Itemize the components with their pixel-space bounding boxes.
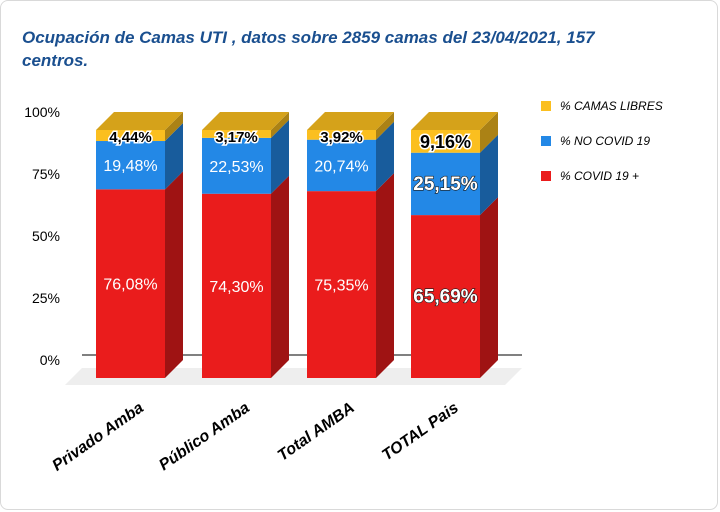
legend-label: % COVID 19 + xyxy=(560,169,639,183)
bar-segment xyxy=(96,141,165,190)
bar-segment xyxy=(202,130,271,138)
bar-segment xyxy=(202,137,271,194)
category-label: Total AMBA xyxy=(275,399,358,464)
data-label: 76,08% xyxy=(103,277,157,294)
bar-segment xyxy=(307,191,376,378)
bar-side xyxy=(271,175,289,378)
data-label: 74,30% xyxy=(209,279,263,296)
bar-side xyxy=(271,112,289,138)
data-label: 75,35% xyxy=(314,278,368,295)
data-label: 19,48% xyxy=(103,158,157,175)
y-tick-label: 0% xyxy=(40,352,60,368)
data-label: 9,16% xyxy=(420,132,471,152)
bar-side xyxy=(165,112,183,142)
y-tick-label: 50% xyxy=(32,228,60,244)
bar-segment xyxy=(307,129,376,140)
data-label: 4,44% xyxy=(109,129,152,146)
data-label: 3,92% xyxy=(320,129,363,146)
chart-title: Ocupación de Camas UTI , datos sobre 285… xyxy=(22,28,595,70)
bar-top xyxy=(202,112,289,130)
data-label: 65,69% xyxy=(413,287,478,308)
bar-segment xyxy=(202,193,271,378)
bar-top xyxy=(307,111,394,130)
legend-label: % NO COVID 19 xyxy=(560,134,650,148)
category-label: Privado Amba xyxy=(49,399,146,474)
bar-segment xyxy=(96,130,165,142)
bar-segment xyxy=(96,189,165,378)
legend-swatch xyxy=(541,136,551,146)
y-tick-label: 75% xyxy=(32,166,60,182)
bar-side xyxy=(165,123,183,190)
bar-side xyxy=(271,119,289,194)
bar-segment xyxy=(411,152,480,216)
data-label: 20,74% xyxy=(314,158,368,175)
bar-top xyxy=(96,112,183,130)
bar-top xyxy=(411,112,498,130)
data-label: 22,53% xyxy=(209,159,263,176)
y-tick-label: 100% xyxy=(24,104,60,120)
bar-side xyxy=(480,112,498,153)
bar-side xyxy=(165,171,183,378)
data-label: 3,17% xyxy=(215,129,258,146)
category-label: Público Amba xyxy=(156,399,253,474)
bar-segment xyxy=(411,215,480,378)
bar-side xyxy=(376,121,394,192)
legend-label: % CAMAS LIBRES xyxy=(560,99,663,113)
bar-side xyxy=(480,197,498,378)
data-label: 25,15% xyxy=(413,174,478,195)
y-tick-label: 25% xyxy=(32,290,60,306)
chart-floor xyxy=(65,368,522,385)
bar-side xyxy=(480,134,498,216)
legend-swatch xyxy=(541,171,551,181)
bar-side xyxy=(376,111,394,140)
bar-segment xyxy=(307,139,376,192)
legend-swatch xyxy=(541,101,551,111)
bar-segment xyxy=(411,130,480,153)
bar-side xyxy=(376,173,394,378)
category-label: TOTAL Pais xyxy=(379,399,462,464)
